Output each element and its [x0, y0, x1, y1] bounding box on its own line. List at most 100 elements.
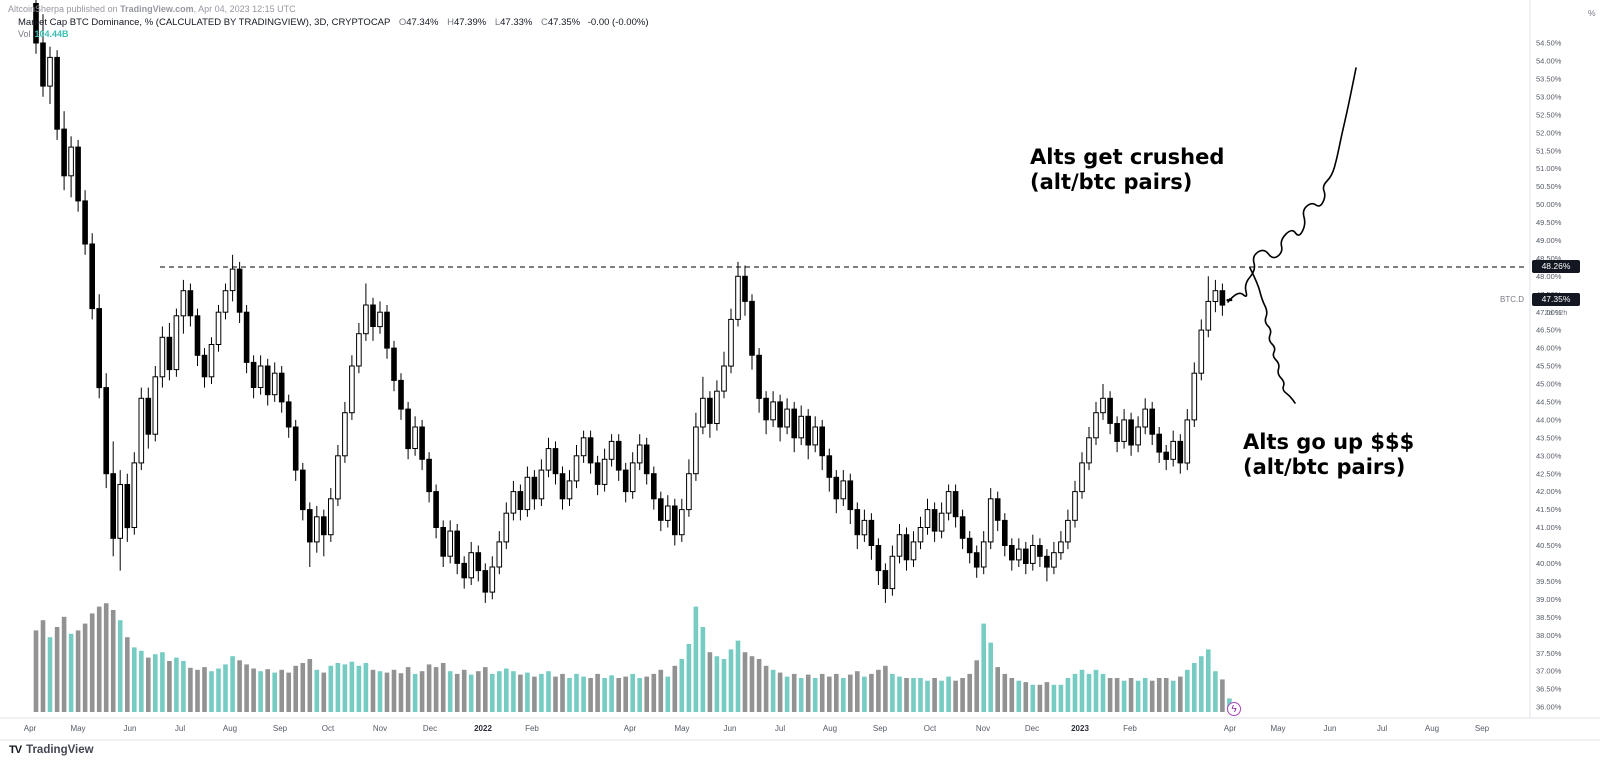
time-tick-label: May	[1270, 724, 1285, 733]
volume-bar	[658, 669, 664, 712]
price-tick-label: 45.00%	[1536, 380, 1562, 389]
annotation-line: Alts get crushed	[1030, 145, 1225, 169]
candle-body	[222, 290, 229, 313]
volume-bar	[1086, 673, 1092, 712]
price-tick-label: 38.00%	[1536, 631, 1562, 640]
volume-bar	[749, 656, 755, 712]
candle-body	[643, 444, 650, 475]
volume-legend[interactable]: Vol 104.44B	[18, 29, 69, 39]
candle-body	[1065, 519, 1071, 543]
volume-bar	[1044, 682, 1050, 712]
candle-body	[868, 519, 875, 547]
volume-bar	[1192, 663, 1197, 712]
price-tick-label: 51.50%	[1536, 146, 1562, 155]
volume-bar	[504, 668, 509, 712]
price-tick-label: 43.00%	[1536, 451, 1562, 460]
candle-body	[987, 498, 994, 543]
volume-bar	[110, 610, 116, 712]
candle-body	[489, 566, 496, 593]
volume-bar	[1121, 680, 1127, 712]
time-axis[interactable]: Apr May Jun Jul Aug Sep Oct Nov Dec 2022 Feb Apr May…	[24, 724, 1490, 733]
time-tick-label: 2023	[1071, 724, 1089, 733]
candle-body	[1030, 545, 1036, 564]
time-tick-label: Apr	[624, 724, 637, 733]
candle-body	[117, 484, 124, 539]
candle-body	[307, 509, 313, 543]
time-tick-label: May	[674, 724, 689, 733]
tradingview-mark-icon: TV	[9, 744, 22, 756]
symbol-legend[interactable]: Market Cap BTC Dominance, % (CALCULATED …	[18, 17, 649, 28]
candle-body	[601, 458, 608, 485]
volume-bar	[827, 676, 832, 712]
time-tick-label: Jun	[124, 724, 137, 733]
bar-countdown: 2d 12h	[1544, 307, 1568, 317]
candle-body	[524, 476, 531, 511]
volume-bar	[567, 678, 572, 712]
open-label: O	[398, 17, 407, 28]
volume-bar	[1149, 680, 1155, 712]
candle-body	[447, 530, 453, 557]
annotation-alts-get-crushed[interactable]: Alts get crushed (alt/btc pairs)	[1030, 145, 1224, 195]
volume-bar	[321, 672, 327, 712]
volume-bar	[939, 680, 944, 712]
candle-body	[131, 462, 138, 528]
price-tick-label: 48.00%	[1536, 272, 1562, 281]
candle-body	[770, 401, 776, 421]
volume-bar	[160, 652, 165, 712]
candle-body	[426, 458, 432, 493]
volume-bar	[349, 661, 355, 712]
candle-body	[503, 512, 510, 543]
candle-body	[75, 146, 81, 202]
volume-bar	[560, 673, 565, 712]
candle-body	[679, 509, 685, 536]
tradingview-logo[interactable]: TV TradingView	[9, 744, 94, 756]
candle-body	[68, 146, 74, 177]
candle-body	[1156, 433, 1163, 453]
volume-bar	[125, 637, 130, 712]
price-axis[interactable]: 54.50% 54.00% 53.50% 53.00% 52.50% 52.00% 51.5…	[1536, 39, 1562, 712]
volume-bar	[609, 675, 614, 712]
volume-bar	[623, 676, 628, 712]
candle-body	[707, 397, 713, 424]
candle-body	[208, 344, 215, 378]
volume-bar	[293, 665, 298, 712]
volume-bar	[314, 669, 320, 712]
candle-body	[615, 440, 622, 471]
volume-bar	[616, 678, 621, 712]
volume-bar	[356, 665, 362, 712]
projection-down-drawing[interactable]	[1249, 267, 1296, 404]
candle-body	[349, 365, 355, 414]
watermark-site: TradingView.com	[120, 4, 194, 14]
price-tick-label: 43.50%	[1536, 433, 1562, 442]
volume-value: 104.44B	[34, 29, 69, 39]
candle-body	[889, 555, 896, 590]
candle-body	[608, 440, 615, 460]
candle-body	[1149, 408, 1156, 435]
volume-bar	[728, 649, 734, 712]
volume-bar	[841, 678, 846, 712]
volume-bar	[33, 630, 39, 712]
candle-body	[468, 552, 474, 579]
candle-body	[875, 545, 882, 572]
candle-body	[980, 541, 987, 568]
candle-body	[840, 480, 847, 500]
volume-bar	[539, 673, 544, 712]
volume-bar	[672, 665, 678, 712]
volume-bar	[483, 667, 488, 712]
candle-body	[587, 437, 594, 464]
candle-body	[61, 128, 67, 177]
volume-bar	[1206, 649, 1211, 712]
annotation-alts-go-up[interactable]: Alts go up $$$ (alt/btc pairs)	[1243, 430, 1414, 480]
volume-bar	[862, 676, 867, 712]
candle-body	[1163, 451, 1170, 460]
projection-up-drawing[interactable]	[1227, 67, 1357, 303]
time-tick-label: Sep	[1475, 724, 1490, 733]
candle-body	[300, 469, 306, 511]
volume-bar	[995, 667, 1000, 712]
quick-action-lightning-icon[interactable]: ϟ	[1227, 702, 1241, 716]
volume-bar	[763, 665, 769, 712]
volume-bar	[476, 671, 481, 712]
volume-bar	[714, 656, 720, 712]
time-tick-label: Dec	[1025, 724, 1039, 733]
